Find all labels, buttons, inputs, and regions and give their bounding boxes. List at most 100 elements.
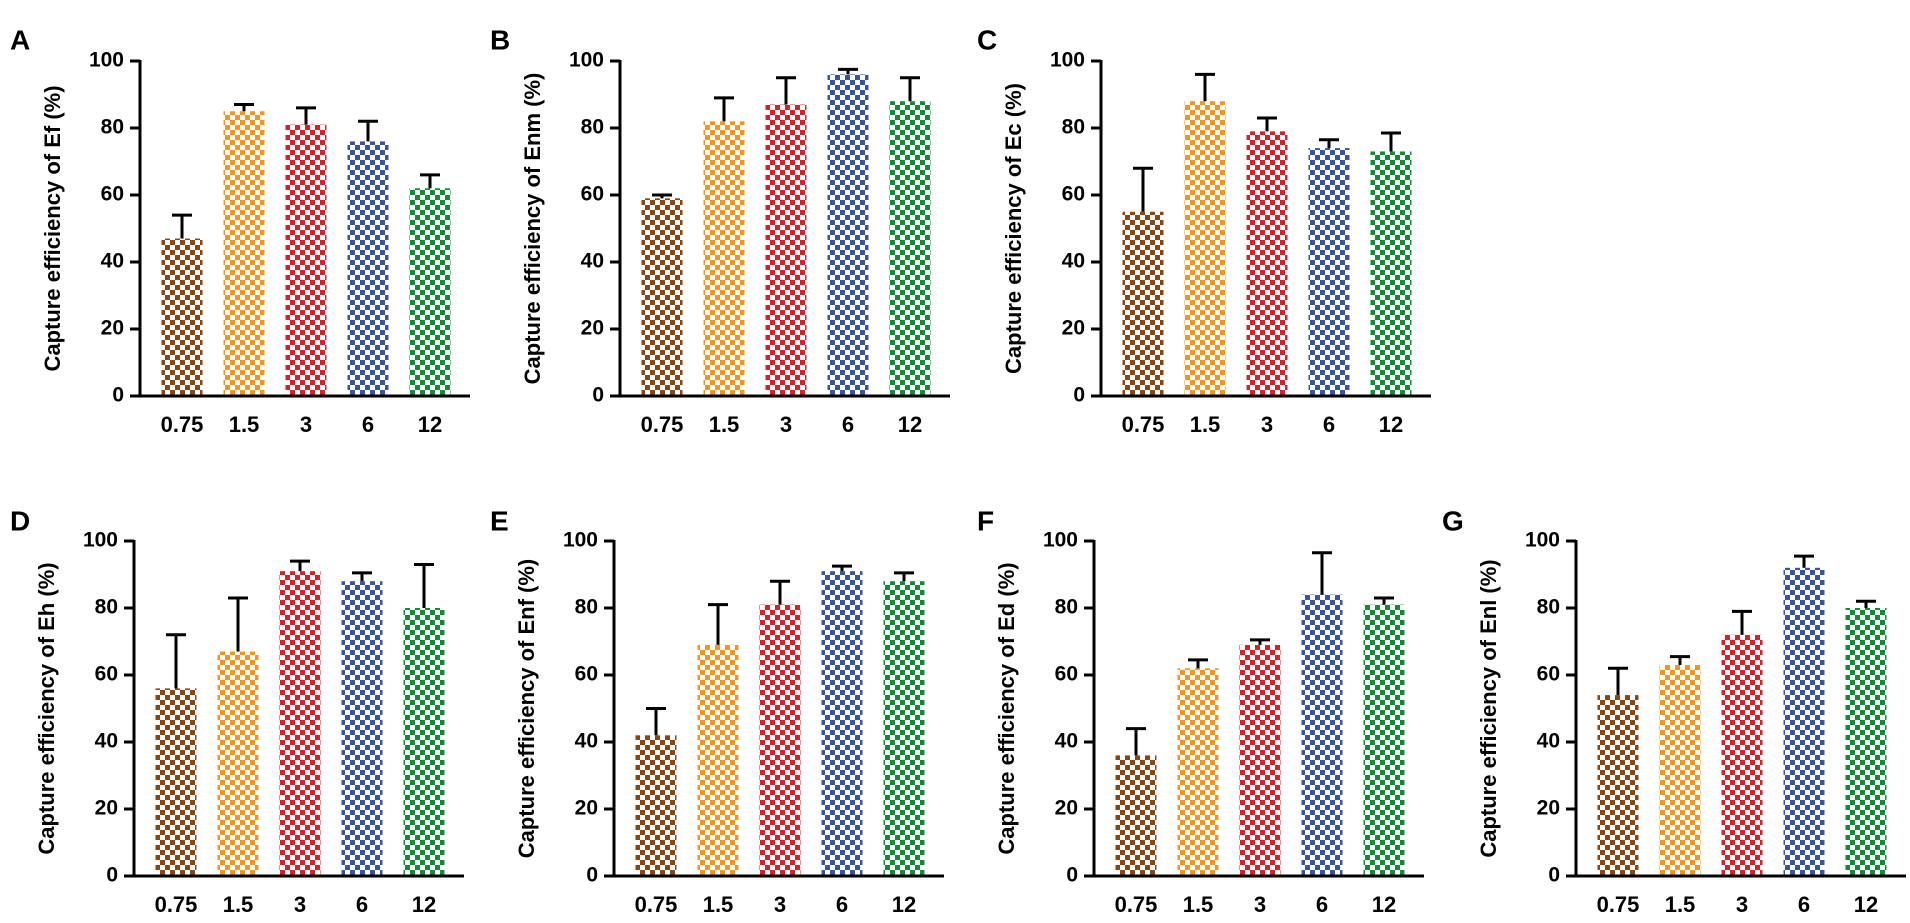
x-tick-label: 1.5 <box>1183 892 1214 917</box>
bar-1-5 <box>697 644 739 876</box>
y-tick-label: 20 <box>575 797 598 820</box>
y-tick-label: 100 <box>563 529 598 552</box>
y-tick-label: 0 <box>1073 384 1085 407</box>
y-tick-label: 0 <box>106 864 118 887</box>
y-tick-label: 0 <box>112 384 124 407</box>
y-axis-label: Capture efficiency of Ef (%) <box>40 85 65 371</box>
y-tick-label: 20 <box>101 317 124 340</box>
y-tick-label: 60 <box>101 183 124 206</box>
x-tick-label: 0.75 <box>1115 892 1158 917</box>
bar-0-75 <box>155 688 197 876</box>
bar-1-5 <box>1177 668 1219 876</box>
y-tick-label: 60 <box>1062 183 1085 206</box>
y-tick-label: 20 <box>95 797 118 820</box>
bar-6 <box>821 571 863 876</box>
y-tick-label: 40 <box>581 250 604 273</box>
x-tick-label: 1.5 <box>1665 892 1696 917</box>
y-tick-label: 80 <box>575 596 598 619</box>
bar-1-5 <box>703 121 745 397</box>
x-tick-label: 12 <box>892 892 916 917</box>
x-tick-label: 12 <box>1379 412 1403 437</box>
y-tick-label: 100 <box>569 49 604 72</box>
x-tick-label: 12 <box>1372 892 1396 917</box>
x-tick-label: 0.75 <box>635 892 678 917</box>
x-tick-label: 6 <box>1316 892 1328 917</box>
y-axis-label: Capture efficiency of Enf (%) <box>514 559 539 858</box>
y-axis-label: Capture efficiency of Enm (%) <box>520 73 545 385</box>
y-tick-label: 60 <box>575 663 598 686</box>
y-tick-label: 80 <box>101 116 124 139</box>
bar-1-5 <box>217 651 259 876</box>
y-tick-label: 100 <box>83 529 118 552</box>
x-tick-label: 1.5 <box>1190 412 1221 437</box>
y-axis-label: Capture efficiency of Ec (%) <box>1001 83 1026 374</box>
bar-3 <box>1239 644 1281 876</box>
y-tick-label: 80 <box>581 116 604 139</box>
x-tick-label: 6 <box>1798 892 1810 917</box>
chart-panel-c: C Capture efficiency of Ec (%) 0.75 1.5 3 6 12… <box>977 24 1431 437</box>
panel-letter: C <box>977 24 997 55</box>
bar-6 <box>1783 567 1825 876</box>
y-tick-label: 80 <box>1537 596 1560 619</box>
bar-0-75 <box>1115 755 1157 876</box>
x-tick-label: 0.75 <box>155 892 198 917</box>
y-axis-label: Capture efficiency of Ed (%) <box>994 562 1019 854</box>
bar-1-5 <box>223 111 265 396</box>
chart-panel-g: G Capture efficiency of Enl (%) 0.75 1.5 3 6 1… <box>1442 505 1906 917</box>
y-tick-label: 60 <box>581 183 604 206</box>
y-tick-label: 40 <box>1537 730 1560 753</box>
x-tick-label: 3 <box>774 892 786 917</box>
bar-0-75 <box>641 198 683 396</box>
y-tick-label: 0 <box>586 864 598 887</box>
y-tick-label: 100 <box>1525 529 1560 552</box>
x-tick-label: 1.5 <box>229 412 260 437</box>
bar-12 <box>1845 608 1887 876</box>
x-tick-label: 3 <box>1254 892 1266 917</box>
x-tick-label: 1.5 <box>709 412 740 437</box>
x-tick-label: 0.75 <box>1122 412 1165 437</box>
y-tick-label: 60 <box>1055 663 1078 686</box>
bar-12 <box>1363 604 1405 876</box>
bar-6 <box>1308 148 1350 396</box>
x-tick-label: 1.5 <box>223 892 254 917</box>
y-tick-label: 20 <box>1055 797 1078 820</box>
y-tick-label: 40 <box>95 730 118 753</box>
bar-12 <box>883 581 925 876</box>
bar-6 <box>341 581 383 876</box>
x-tick-label: 3 <box>780 412 792 437</box>
y-tick-label: 60 <box>95 663 118 686</box>
y-tick-label: 20 <box>1062 317 1085 340</box>
bar-12 <box>889 101 931 396</box>
x-tick-label: 12 <box>412 892 436 917</box>
x-tick-label: 6 <box>836 892 848 917</box>
chart-panel-a: A Capture efficiency of Ef (%) 0.75 1.5 3 6 12… <box>10 24 470 437</box>
x-tick-label: 1.5 <box>703 892 734 917</box>
chart-panel-b: B Capture efficiency of Enm (%) 0.75 1.5 3 6 1… <box>490 24 950 437</box>
x-tick-label: 12 <box>898 412 922 437</box>
bar-3 <box>759 604 801 876</box>
bar-3 <box>279 571 321 876</box>
x-tick-label: 0.75 <box>161 412 204 437</box>
bar-0-75 <box>635 735 677 876</box>
bar-3 <box>1721 634 1763 876</box>
y-tick-label: 0 <box>1548 864 1560 887</box>
x-tick-label: 6 <box>362 412 374 437</box>
bar-1-5 <box>1659 664 1701 876</box>
bar-6 <box>827 74 869 397</box>
y-tick-label: 20 <box>581 317 604 340</box>
y-tick-label: 60 <box>1537 663 1560 686</box>
bar-0-75 <box>161 238 203 396</box>
y-tick-label: 40 <box>1062 250 1085 273</box>
y-tick-label: 80 <box>95 596 118 619</box>
y-tick-label: 0 <box>1066 864 1078 887</box>
y-axis-label: Capture efficiency of Enl (%) <box>1476 559 1501 857</box>
x-tick-label: 3 <box>1736 892 1748 917</box>
bar-0-75 <box>1597 695 1639 876</box>
x-tick-label: 0.75 <box>1597 892 1640 917</box>
bar-12 <box>409 188 451 396</box>
y-tick-label: 80 <box>1062 116 1085 139</box>
x-tick-label: 6 <box>1323 412 1335 437</box>
x-tick-label: 12 <box>1854 892 1878 917</box>
